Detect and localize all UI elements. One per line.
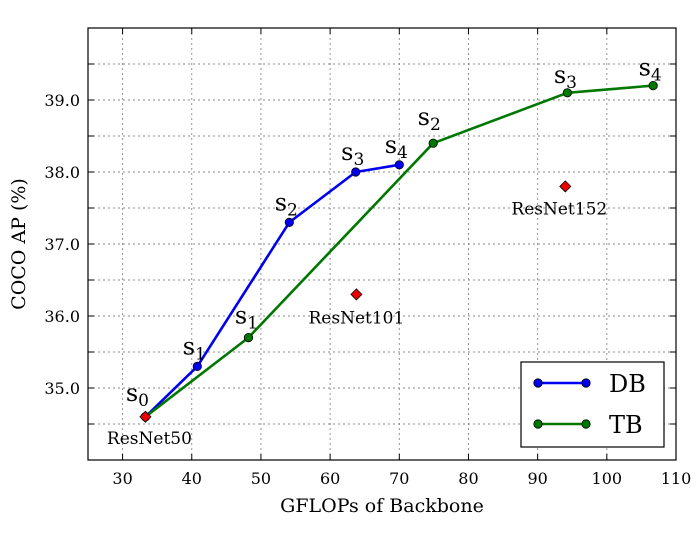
reference-label: ResNet50 bbox=[107, 429, 192, 449]
series-line-db bbox=[144, 163, 400, 418]
point-db bbox=[284, 217, 294, 227]
point-tb bbox=[648, 81, 658, 91]
point-label-tb: s1 bbox=[235, 302, 258, 334]
point-db bbox=[351, 167, 361, 177]
x-tick-label: 80 bbox=[458, 469, 478, 488]
legend-marker bbox=[581, 419, 591, 429]
y-tick-label: 39.0 bbox=[44, 91, 80, 110]
reference-label: ResNet152 bbox=[511, 199, 607, 219]
legend-marker bbox=[533, 378, 543, 388]
reference-marker bbox=[139, 410, 152, 423]
point-label-db: s2 bbox=[275, 188, 298, 220]
reference-marker bbox=[350, 288, 363, 301]
y-tick-label: 38.0 bbox=[44, 163, 80, 182]
x-axis-label: GFLOPs of Backbone bbox=[280, 495, 484, 517]
y-tick-label: 37.0 bbox=[44, 235, 80, 254]
y-axis-label: COCO AP (%) bbox=[8, 178, 30, 310]
point-tb bbox=[243, 332, 254, 343]
point-label-db: s3 bbox=[341, 138, 364, 170]
plot-frame bbox=[87, 27, 677, 461]
point-db bbox=[394, 160, 404, 170]
x-tick-label: 40 bbox=[182, 469, 202, 488]
point-tb bbox=[428, 138, 438, 148]
point-label-tb: s2 bbox=[418, 103, 441, 135]
point-db bbox=[192, 361, 202, 371]
x-tick-label: 70 bbox=[389, 469, 409, 488]
legend: DB TB bbox=[520, 361, 665, 448]
reference-points: ResNet50 ResNet101 ResNet152 bbox=[107, 180, 607, 449]
x-tick-label: 90 bbox=[527, 469, 547, 488]
x-tick-label: 30 bbox=[112, 469, 132, 488]
point-label-db: s0 bbox=[126, 379, 149, 411]
x-tick-label: 60 bbox=[320, 469, 340, 488]
legend-label: DB bbox=[609, 370, 646, 398]
reference-marker bbox=[559, 180, 572, 193]
legend-label: TB bbox=[609, 411, 643, 439]
y-tick-label: 36.0 bbox=[44, 307, 80, 326]
x-tick-label: 100 bbox=[592, 469, 623, 488]
point-tb bbox=[562, 88, 572, 98]
reference-label: ResNet101 bbox=[308, 308, 404, 328]
x-tick-label: 50 bbox=[251, 469, 271, 488]
y-tick-label: 35.0 bbox=[44, 379, 80, 398]
point-label-tb: s3 bbox=[554, 61, 577, 93]
x-tick-label: 110 bbox=[661, 469, 692, 488]
point-label-db: s1 bbox=[183, 332, 206, 364]
point-label-tb: s4 bbox=[639, 54, 662, 86]
legend-marker bbox=[533, 419, 543, 429]
grid bbox=[88, 28, 677, 460]
legend-box bbox=[520, 361, 665, 448]
axis-ticks: 30 40 50 60 70 80 90 100 110 35.0 36.0 37.0 38.0 39.0 bbox=[44, 28, 691, 488]
legend-marker bbox=[581, 378, 591, 388]
